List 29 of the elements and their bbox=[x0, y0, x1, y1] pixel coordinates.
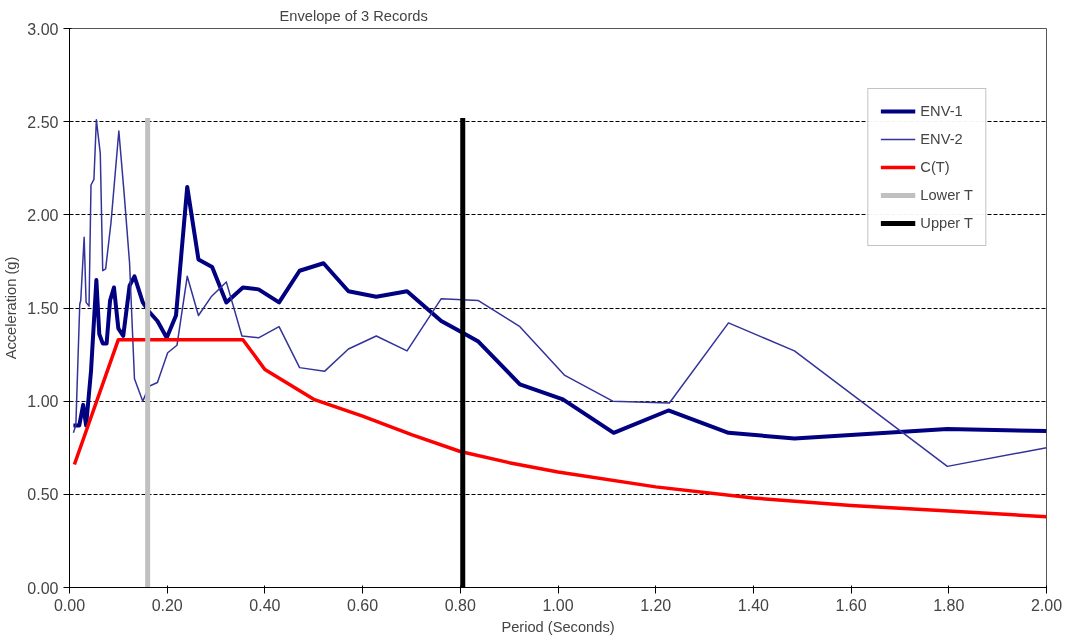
x-tick-label: 1.00 bbox=[542, 596, 574, 614]
y-axis-title: Acceleration (g) bbox=[3, 256, 20, 360]
x-tick-label: 2.00 bbox=[1030, 596, 1063, 614]
chart-title: Envelope of 3 Records bbox=[279, 7, 428, 24]
legend-label: Upper T bbox=[920, 215, 973, 231]
legend-label: Lower T bbox=[920, 187, 973, 203]
x-tick-label: 0.00 bbox=[53, 596, 86, 614]
x-tick-label: 0.40 bbox=[249, 596, 281, 614]
y-tick-label: 2.00 bbox=[27, 206, 59, 224]
x-tick-label: 1.20 bbox=[640, 596, 672, 614]
x-tick-label: 1.80 bbox=[933, 596, 965, 614]
x-tick-label: 1.40 bbox=[737, 596, 770, 614]
line-series bbox=[71, 184, 1047, 441]
y-tick-label: 0.50 bbox=[27, 486, 59, 504]
x-tick-label: 0.80 bbox=[444, 596, 476, 614]
x-tick-label: 1.60 bbox=[835, 596, 867, 614]
legend-label: ENV-2 bbox=[920, 131, 963, 147]
y-tick-label: 1.50 bbox=[27, 300, 59, 317]
legend-label: C(T) bbox=[920, 159, 950, 175]
y-tick-label: 1.00 bbox=[27, 393, 59, 411]
y-tick-label: 0.00 bbox=[27, 579, 59, 597]
line-series bbox=[72, 119, 1047, 468]
y-tick-label: 3.00 bbox=[27, 20, 59, 38]
line-series bbox=[72, 337, 1047, 519]
x-tick-label: 0.20 bbox=[151, 596, 183, 614]
x-axis-title: Period (Seconds) bbox=[501, 618, 615, 635]
x-tick-label: 0.60 bbox=[347, 596, 379, 614]
y-tick-label: 2.50 bbox=[27, 113, 59, 131]
legend-label: ENV-1 bbox=[920, 103, 963, 119]
